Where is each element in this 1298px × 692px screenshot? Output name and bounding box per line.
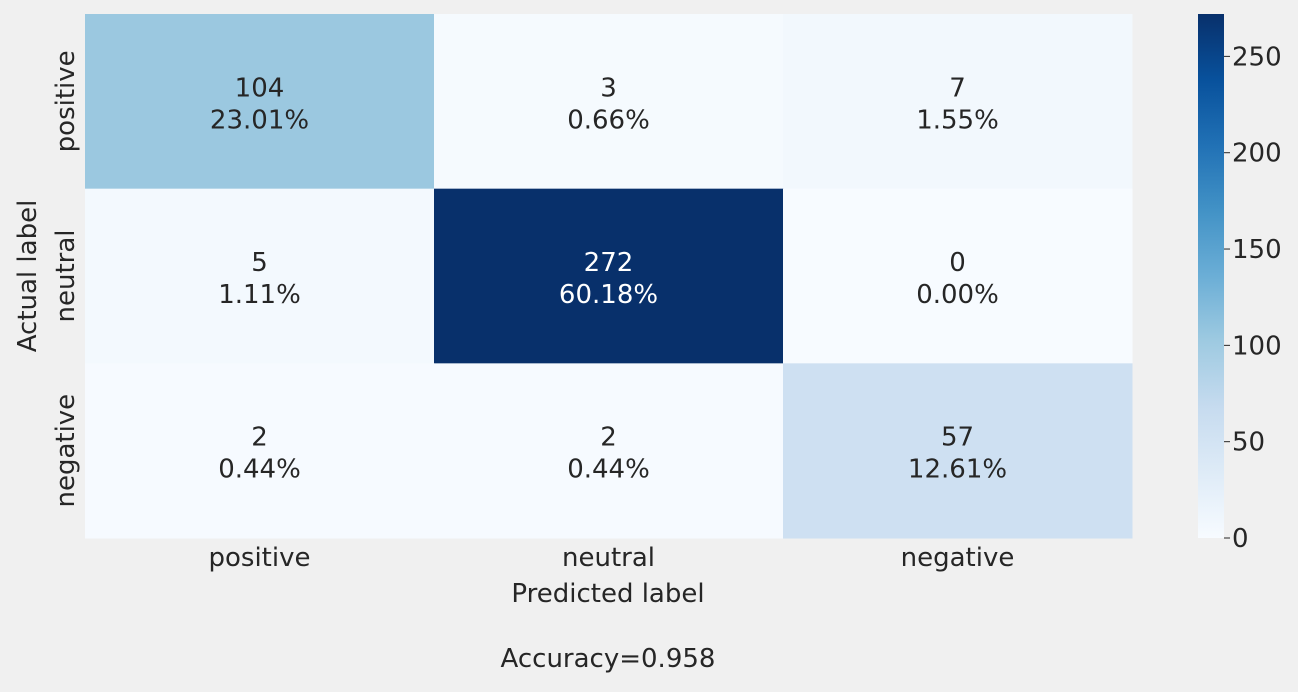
x-tick-label: negative	[901, 543, 1015, 573]
colorbar-tick-label: 50	[1232, 428, 1265, 458]
x-tick-label: positive	[209, 543, 311, 573]
colorbar-tick-label: 0	[1232, 524, 1249, 554]
accuracy-caption: Accuracy=0.958	[501, 644, 716, 674]
cell-percent-label: 12.61%	[908, 455, 1007, 485]
y-axis-label: Actual label	[13, 200, 43, 353]
cell-count-label: 104	[235, 73, 285, 103]
cell-count-label: 57	[941, 423, 974, 453]
cell-percent-label: 0.44%	[218, 455, 301, 485]
colorbar-tick-label: 200	[1232, 139, 1282, 169]
heatmap-cells	[85, 14, 1133, 539]
y-tick-label: positive	[51, 50, 81, 152]
heatmap-cell	[783, 363, 1133, 539]
cell-count-label: 2	[600, 423, 617, 453]
heatmap-cell	[85, 14, 435, 190]
colorbar-tick-label: 250	[1232, 42, 1282, 72]
heatmap-cell	[85, 363, 435, 539]
cell-count-label: 3	[600, 73, 617, 103]
cell-count-label: 2	[251, 423, 268, 453]
colorbar-tick-label: 100	[1232, 331, 1282, 361]
cell-percent-label: 60.18%	[559, 280, 658, 310]
heatmap-cell	[434, 188, 784, 364]
cell-count-label: 0	[949, 248, 966, 278]
colorbar-ticks: 0 50 100 150 200 250	[1224, 42, 1282, 554]
cell-percent-label: 1.55%	[916, 105, 999, 135]
x-axis-label: Predicted label	[511, 579, 704, 609]
heatmap-cell	[783, 14, 1133, 190]
heatmap-cell	[434, 363, 784, 539]
x-tick-label: neutral	[562, 543, 655, 573]
heatmap-cell	[85, 188, 435, 364]
cell-percent-label: 0.00%	[916, 280, 999, 310]
cell-percent-label: 0.44%	[567, 455, 650, 485]
colorbar-tick-label: 150	[1232, 235, 1282, 265]
y-tick-label: negative	[51, 394, 81, 508]
y-tick-labels: positive neutral negative	[51, 50, 81, 507]
cell-percent-label: 0.66%	[567, 105, 650, 135]
cell-count-label: 7	[949, 73, 966, 103]
cell-count-label: 5	[251, 248, 268, 278]
cell-percent-label: 1.11%	[218, 280, 301, 310]
y-tick-label: neutral	[51, 230, 81, 323]
cell-count-label: 272	[584, 248, 634, 278]
heatmap-cell	[783, 188, 1133, 364]
cell-percent-label: 23.01%	[210, 105, 309, 135]
x-tick-labels: positive neutral negative	[209, 543, 1015, 573]
colorbar	[1198, 14, 1224, 538]
heatmap-cell	[434, 14, 784, 190]
